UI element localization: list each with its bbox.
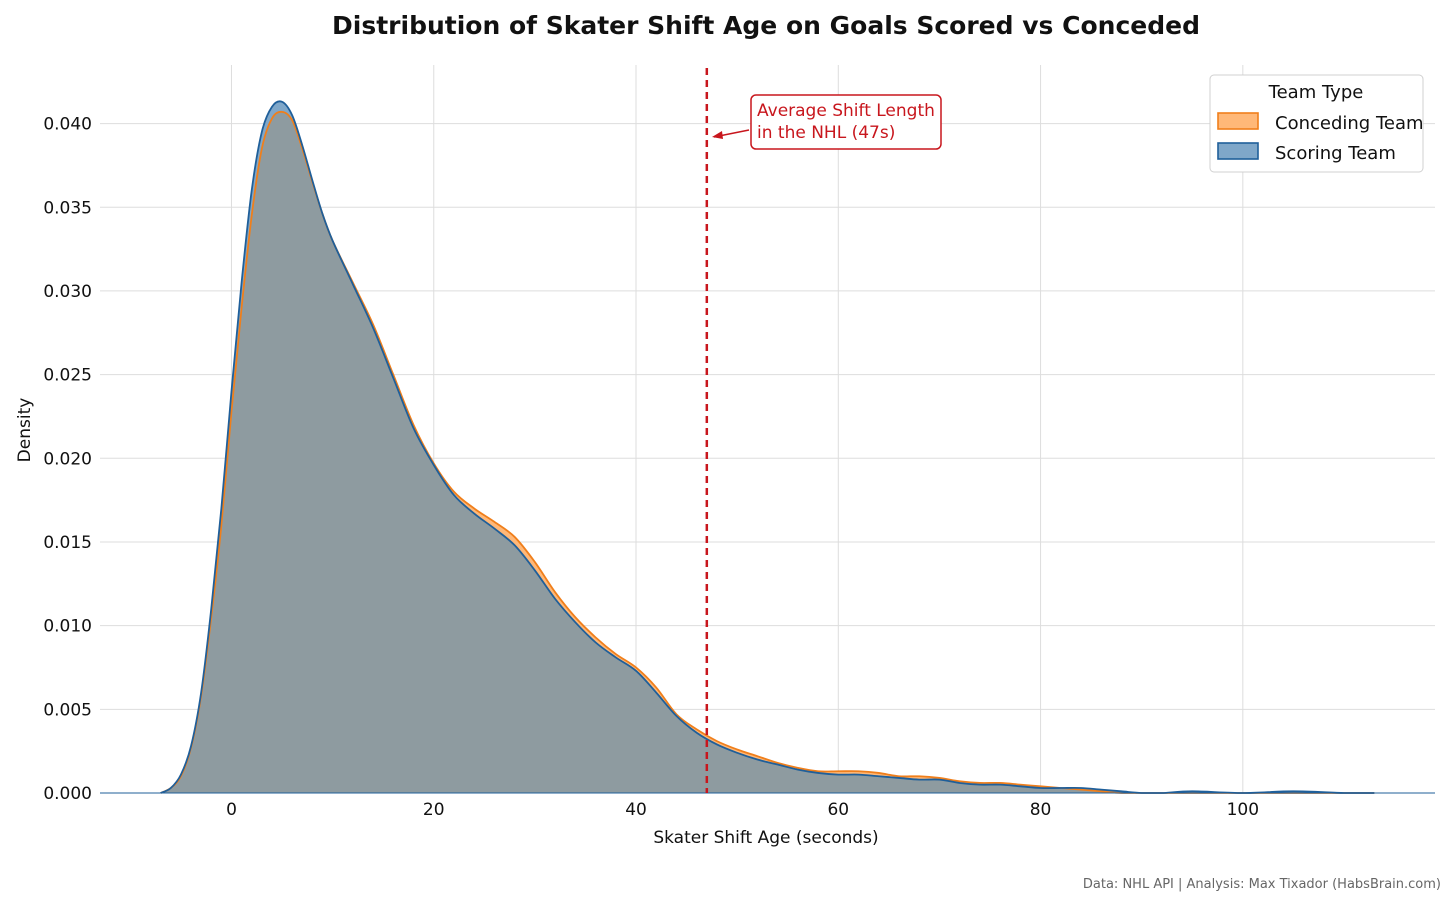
legend-label-scoring-team: Scoring Team xyxy=(1275,143,1396,164)
x-tick-label-3: 60 xyxy=(827,800,849,820)
x-axis-label: Skater Shift Age (seconds) xyxy=(653,828,878,848)
data-credit: Data: NHL API | Analysis: Max Tixador (H… xyxy=(1083,877,1441,892)
x-tick-label-0: 0 xyxy=(226,800,237,820)
legend-title: Team Type xyxy=(1268,82,1364,103)
legend-swatch-scoring-team xyxy=(1217,142,1259,160)
reference-line-group: Average Shift Length in the NHL (47s) xyxy=(705,68,942,793)
x-tick-label-4: 80 xyxy=(1030,800,1052,820)
chart-title: Distribution of Skater Shift Age on Goal… xyxy=(332,11,1200,40)
y-tick-label-1: 0.005 xyxy=(43,700,92,720)
annotation-arrow-head xyxy=(712,131,723,139)
legend-label-conceding-team: Conceding Team xyxy=(1275,113,1424,134)
y-tick-label-5: 0.025 xyxy=(43,366,92,386)
conceding-team-density-line xyxy=(160,110,1375,794)
x-tick-label-2: 40 xyxy=(625,800,647,820)
x-tick-label-5: 100 xyxy=(1227,800,1259,820)
legend-frame xyxy=(1209,74,1424,173)
x-tick-label-1: 20 xyxy=(423,800,445,820)
y-axis-label: Density xyxy=(15,398,35,463)
y-tick-label-4: 0.020 xyxy=(43,449,92,469)
y-tick-label-8: 0.040 xyxy=(43,115,92,135)
x-axis-ticks: 0 20 40 60 80 100 xyxy=(226,800,1259,820)
scoring-team-density-line xyxy=(160,100,1375,794)
overlap-area xyxy=(160,111,1375,793)
annotation-line-2: in the NHL (47s) xyxy=(757,123,895,143)
annotation-box xyxy=(750,94,942,150)
annotation-line-1: Average Shift Length xyxy=(757,101,935,121)
legend: Team Type Conceding Team Scoring Team xyxy=(1209,74,1424,173)
y-tick-label-7: 0.035 xyxy=(43,198,92,218)
y-tick-label-3: 0.015 xyxy=(43,533,92,553)
y-tick-label-2: 0.010 xyxy=(43,617,92,637)
density-areas xyxy=(100,100,1435,794)
y-tick-label-6: 0.030 xyxy=(43,282,92,302)
legend-swatch-conceding-team xyxy=(1217,112,1259,130)
y-axis-ticks: 0.000 0.005 0.010 0.015 0.020 0.025 0.030 0.035… xyxy=(43,115,92,804)
y-tick-label-0: 0.000 xyxy=(43,784,92,804)
